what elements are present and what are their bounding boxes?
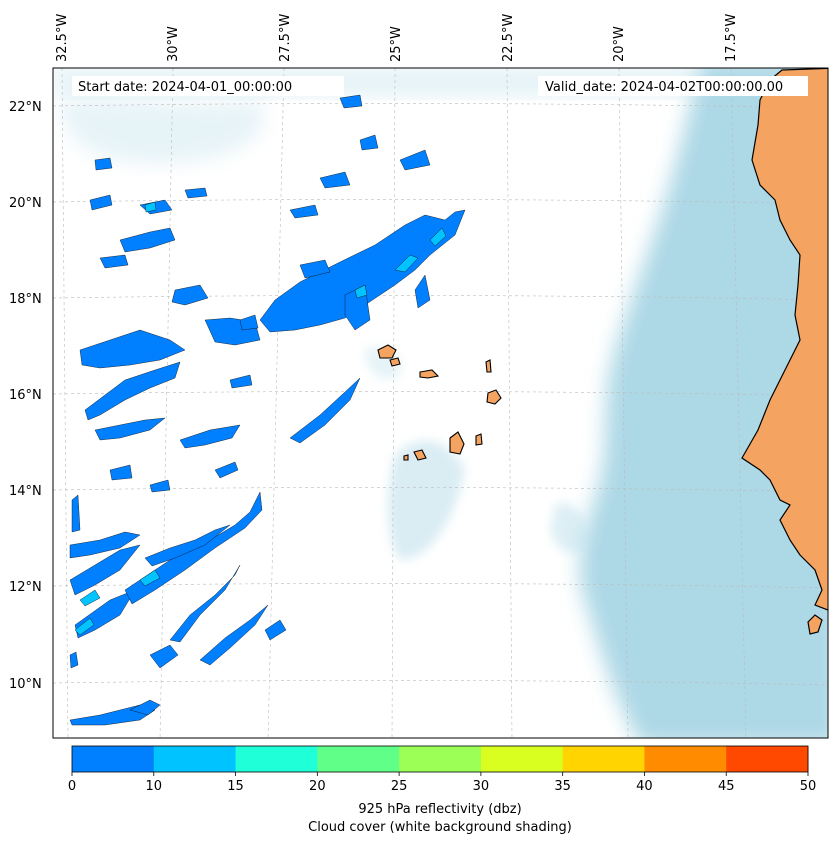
lon-labels: 32.5°W 30°W 27.5°W 25°W 22.5°W 20°W 17.5… — [55, 14, 739, 62]
map-area — [53, 68, 828, 738]
colorbar-tick-label: 45 — [718, 779, 735, 794]
start-date-box — [72, 76, 344, 96]
colorbar-ticks: 0 10 15 20 25 30 35 40 45 50 — [68, 772, 816, 794]
lat-labels: 22°N 20°N 18°N 16°N 14°N 12°N 10°N — [9, 100, 42, 692]
lat-label: 14°N — [9, 484, 42, 499]
map-frame — [52, 67, 829, 739]
colorbar-tick-label: 40 — [636, 779, 653, 794]
colorbar-segment — [562, 746, 645, 772]
lon-label: 25°W — [389, 26, 404, 62]
lat-label: 12°N — [9, 580, 42, 595]
lat-label: 22°N — [9, 100, 42, 115]
africa-land-south — [807, 614, 823, 635]
colorbar-sublabel: Cloud cover (white background shading) — [308, 820, 572, 835]
colorbar-segment — [72, 746, 155, 772]
lat-label: 16°N — [9, 388, 42, 403]
lon-label: 17.5°W — [724, 14, 739, 62]
colorbar-segments — [72, 746, 809, 772]
colorbar-tick-label: 0 — [68, 779, 76, 794]
reflectivity-higher — [74, 201, 447, 636]
lon-label: 32.5°W — [55, 14, 70, 62]
colorbar-segment — [317, 746, 400, 772]
lat-label: 10°N — [9, 677, 42, 692]
valid-date-box — [538, 76, 808, 96]
lat-label: 18°N — [9, 292, 42, 307]
colorbar-segment — [399, 746, 482, 772]
colorbar-segment — [726, 746, 809, 772]
cape-verde-islands — [377, 344, 502, 461]
colorbar-label: 925 hPa reflectivity (dbz) — [358, 802, 521, 817]
colorbar-tick-label: 50 — [800, 779, 817, 794]
lat-label: 20°N — [9, 196, 42, 211]
colorbar-tick-label: 25 — [391, 779, 408, 794]
lon-label: 27.5°W — [278, 14, 293, 62]
start-date-label: Start date: 2024-04-01_00:00:00 — [78, 80, 292, 95]
colorbar-segment — [644, 746, 727, 772]
valid-date-label: Valid_date: 2024-04-02T00:00:00.00 — [545, 80, 783, 95]
lon-label: 30°W — [166, 26, 181, 62]
colorbar-tick-label: 15 — [227, 779, 244, 794]
lon-label: 22.5°W — [501, 14, 516, 62]
colorbar-tick-label: 30 — [473, 779, 490, 794]
colorbar: 0 10 15 20 25 30 35 40 45 50 925 hPa reflectivity… — [68, 745, 816, 835]
colorbar-segment — [480, 746, 564, 772]
colorbar-frame — [71, 745, 809, 773]
colorbar-segment — [153, 746, 237, 772]
reflectivity-field — [69, 94, 466, 726]
colorbar-tick-label: 10 — [146, 779, 163, 794]
colorbar-tick-label: 20 — [309, 779, 326, 794]
colorbar-tick-label: 35 — [554, 779, 571, 794]
colorbar-segment — [235, 746, 318, 772]
lon-label: 20°W — [612, 26, 627, 62]
africa-land — [741, 68, 828, 611]
